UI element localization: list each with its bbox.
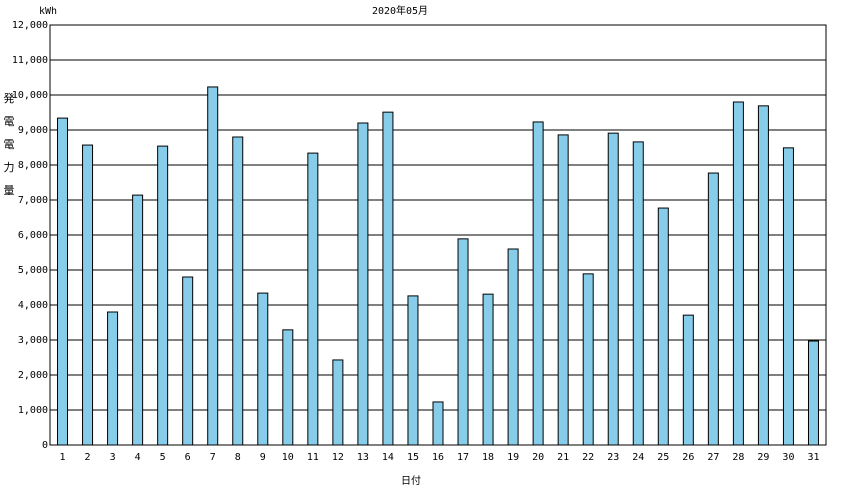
x-tick-label: 27 (707, 452, 719, 463)
bar (207, 86, 219, 446)
bar (282, 329, 294, 446)
x-tick-label: 22 (582, 452, 594, 463)
bar (507, 248, 519, 446)
bar (582, 273, 594, 446)
x-tick-label: 7 (210, 452, 216, 463)
y-tick-label: 0 (42, 440, 48, 451)
x-tick-label: 12 (332, 452, 344, 463)
unit-label: kWh (39, 6, 57, 17)
bar (107, 311, 119, 446)
x-tick-label: 13 (357, 452, 369, 463)
bar (382, 111, 394, 446)
x-tick-label: 29 (757, 452, 769, 463)
x-tick-label: 8 (235, 452, 241, 463)
bar (432, 401, 444, 446)
x-tick-label: 11 (307, 452, 319, 463)
x-tick-label: 4 (135, 452, 141, 463)
x-tick-label: 17 (457, 452, 469, 463)
x-tick-label: 20 (532, 452, 544, 463)
x-tick-label: 21 (557, 452, 569, 463)
bar (632, 141, 644, 446)
bar (132, 194, 144, 446)
y-tick-label: 4,000 (18, 300, 48, 311)
bar (682, 314, 694, 446)
y-tick-label: 12,000 (12, 20, 48, 31)
bar (482, 293, 494, 446)
x-tick-label: 28 (732, 452, 744, 463)
y-tick-label: 6,000 (18, 230, 48, 241)
x-tick-label: 25 (657, 452, 669, 463)
x-tick-label: 31 (807, 452, 819, 463)
x-tick-label: 18 (482, 452, 494, 463)
x-tick-label: 30 (782, 452, 794, 463)
bar (782, 147, 794, 446)
bar (557, 134, 569, 446)
y-tick-label: 7,000 (18, 195, 48, 206)
y-tick-label: 1,000 (18, 405, 48, 416)
x-axis-label: 日付 (401, 474, 421, 487)
x-tick-label: 26 (682, 452, 694, 463)
bar (707, 172, 719, 446)
y-tick-label: 2,000 (18, 370, 48, 381)
bar (332, 359, 344, 446)
x-tick-label: 10 (282, 452, 294, 463)
bar (757, 105, 769, 446)
bar (182, 276, 194, 446)
x-tick-label: 1 (60, 452, 66, 463)
bar (807, 340, 819, 446)
bar (257, 292, 269, 446)
x-tick-label: 16 (432, 452, 444, 463)
bar (57, 117, 69, 446)
y-tick-label: 8,000 (18, 160, 48, 171)
x-tick-label: 14 (382, 452, 394, 463)
bar (532, 121, 544, 446)
x-tick-label: 2 (85, 452, 91, 463)
x-tick-label: 6 (185, 452, 191, 463)
y-tick-label: 5,000 (18, 265, 48, 276)
x-tick-label: 23 (607, 452, 619, 463)
x-tick-label: 3 (110, 452, 116, 463)
bar (357, 122, 369, 446)
y-tick-label: 9,000 (18, 125, 48, 136)
y-tick-label: 10,000 (12, 90, 48, 101)
bar (82, 144, 94, 446)
y-axis-label: 発電電力量 (2, 91, 15, 207)
y-tick-label: 11,000 (12, 55, 48, 66)
bar (157, 145, 169, 446)
bar (607, 132, 619, 446)
y-tick-label: 3,000 (18, 335, 48, 346)
bar (307, 152, 319, 446)
bar (232, 136, 244, 446)
bar (407, 295, 419, 446)
x-tick-label: 9 (260, 452, 266, 463)
bar (457, 238, 469, 446)
x-tick-label: 24 (632, 452, 644, 463)
x-tick-label: 5 (160, 452, 166, 463)
bar (732, 101, 744, 446)
x-tick-label: 19 (507, 452, 519, 463)
x-tick-label: 15 (407, 452, 419, 463)
chart-title: 2020年05月 (372, 4, 428, 17)
bar (657, 207, 669, 446)
